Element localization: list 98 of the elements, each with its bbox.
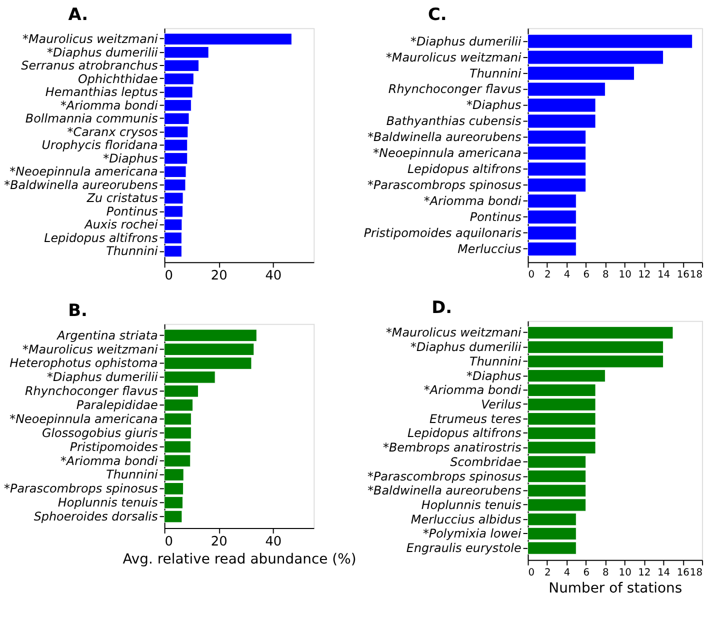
y-tick-label: Hemanthias leptus	[45, 85, 158, 100]
y-tick-label: Rhynchoconger flavus	[24, 384, 158, 398]
y-tick-label: Glossogobius giuris	[42, 426, 158, 440]
y-tick-label: Serranus atrobranchus	[21, 58, 158, 73]
x-tick-label: 18	[690, 270, 703, 281]
y-tick-label: *Baldwinella aureorubens	[368, 484, 522, 498]
y-tick-label: *Maurolicus weitzmani	[22, 32, 159, 46]
y-tick-label: *Neoepinnula americana	[10, 412, 158, 426]
y-tick-label: Merluccius albidus	[410, 512, 522, 526]
x-tick-label: 0	[164, 534, 174, 550]
x-tick-label: 6	[583, 270, 590, 281]
y-tick-label: Merluccius	[458, 242, 522, 256]
y-tick-label: *Diaphus	[466, 368, 522, 383]
y-tick-label: Pontinus	[106, 204, 158, 218]
x-tick-label: 10	[618, 270, 632, 281]
y-tick-label: *Caranx crysos	[67, 124, 158, 139]
x-tick-label: 2	[544, 270, 551, 281]
y-tick-label: Pristipomoides aquilonaris	[364, 226, 522, 240]
x-tick-label: 16	[676, 270, 690, 281]
y-tick-label: *Maurolicus weitzmani	[386, 326, 522, 340]
y-tick-label: *Neoepinnula americana	[373, 146, 522, 160]
y-tick-label: *Polymixia lowei	[422, 526, 522, 541]
x-tick-label: 40	[265, 268, 282, 284]
x-tick-label: 16	[676, 567, 690, 578]
y-tick-label: Lepidopus altifrons	[44, 230, 158, 245]
y-tick-label: *Parascombrops spinosus	[367, 178, 522, 192]
y-tick-label: *Ariomma bondi	[60, 454, 159, 468]
y-tick-label: *Diaphus dumerilii	[47, 370, 159, 384]
y-tick-label: *Diaphus dumerilii	[47, 45, 159, 60]
x-tick-label: 4	[564, 270, 570, 281]
y-tick-label: Bollmannia communis	[25, 112, 158, 126]
y-tick-label: Thunnini	[106, 244, 159, 258]
y-tick-label: *Diaphus	[466, 98, 522, 112]
y-tick-label: Urophycis floridana	[42, 138, 158, 152]
bar	[528, 210, 576, 224]
y-tick-label: Thunnini	[106, 468, 159, 482]
x-tick-label: 0	[164, 268, 174, 284]
x-tick-label: 8	[602, 567, 609, 578]
y-tick-label: Engraulis eurystole	[406, 541, 522, 556]
y-tick-label: Bathyanthias cubensis	[386, 114, 522, 128]
x-tick-label: 20	[210, 534, 228, 550]
y-tick-label: *Diaphus	[103, 151, 158, 166]
bar	[528, 194, 576, 208]
y-tick-label: *Diaphus dumerilii	[410, 340, 522, 354]
y-tick-label: Zu cristatus	[86, 191, 158, 206]
bar	[528, 242, 576, 256]
x-tick-label: 8	[602, 270, 609, 281]
y-tick-label: *Ariomma bondi	[60, 98, 159, 112]
y-tick-label: Scombridae	[450, 454, 522, 469]
chart-title: B.	[68, 300, 88, 320]
y-tick-label: Argentina striata	[56, 328, 158, 342]
y-tick-label: *Ariomma bondi	[424, 383, 522, 398]
chart-title: D.	[432, 296, 452, 317]
chart-title: A.	[68, 4, 88, 24]
y-tick-label: *Maurolicus weitzmani	[22, 342, 159, 356]
y-tick-label: Ophichthidae	[78, 72, 158, 86]
x-tick-label: 40	[265, 534, 282, 550]
x-tick-label: 2	[544, 567, 551, 578]
y-tick-label: *Ariomma bondi	[424, 194, 522, 208]
x-tick-label: 0	[528, 567, 535, 578]
x-tick-label: 20	[210, 268, 228, 284]
x-tick-label: 4	[564, 567, 570, 578]
x-tick-label: 0	[528, 270, 535, 281]
y-tick-label: Verilus	[481, 398, 522, 412]
x-tick-label: 12	[638, 567, 651, 578]
y-tick-label: Sphoeroides dorsalis	[34, 510, 158, 524]
y-tick-label: Heterophotus ophistoma	[10, 356, 158, 370]
y-tick-label: *Parascombrops spinosus	[4, 482, 158, 496]
y-tick-label: Paralepididae	[76, 398, 158, 412]
x-tick-label: 18	[690, 567, 703, 578]
y-tick-label: Thunnini	[470, 66, 522, 80]
y-tick-label: Auxis rochei	[84, 218, 159, 232]
y-tick-label: Lepidopus altifrons	[408, 426, 522, 440]
y-tick-label: Rhynchoconger flavus	[388, 82, 522, 96]
y-tick-label: Etrumeus teres	[430, 412, 522, 426]
y-tick-label: Thunnini	[470, 354, 522, 368]
x-tick-label: 14	[657, 270, 670, 281]
x-tick-label: 12	[638, 270, 651, 281]
bar	[528, 226, 576, 240]
x-tick-label: 10	[618, 567, 632, 578]
y-tick-label: *Diaphus dumerilii	[410, 34, 522, 48]
y-tick-label: *Baldwinella aureorubens	[4, 178, 158, 192]
y-tick-label: *Maurolicus weitzmani	[386, 50, 522, 64]
x-tick-label: 14	[657, 567, 670, 578]
x-tick-label: 6	[583, 567, 590, 578]
y-tick-label: *Baldwinella aureorubens	[368, 130, 522, 144]
x-axis-title: Number of stations	[548, 580, 682, 596]
x-axis-title: Avg. relative read abundance (%)	[122, 551, 356, 568]
chart-title: C.	[428, 4, 447, 24]
y-tick-label: *Bembrops anatirostris	[383, 440, 522, 455]
y-tick-label: Pontinus	[470, 210, 522, 224]
y-tick-label: Hoplunnis tenuis	[421, 498, 522, 512]
y-tick-label: Lepidopus altifrons	[408, 162, 522, 176]
y-tick-label: *Neoepinnula americana	[10, 164, 158, 179]
y-tick-label: *Parascombrops spinosus	[367, 469, 522, 484]
y-tick-label: Pristipomoides	[70, 440, 158, 454]
y-tick-label: Hoplunnis tenuis	[58, 496, 158, 510]
bar	[528, 178, 586, 192]
